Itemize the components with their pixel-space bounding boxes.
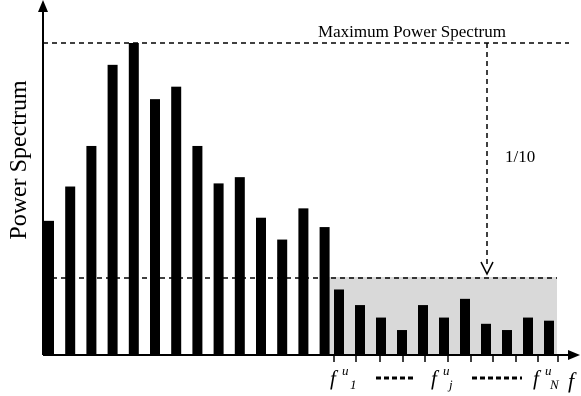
spectrum-bar-high-5 (418, 305, 428, 355)
freq-label-f1-sup: u (342, 363, 349, 378)
spectrum-bar-high-6 (439, 317, 449, 355)
high-frequency-bars (334, 289, 554, 355)
freq-label-fj: f u j (431, 363, 453, 392)
spectrum-bar-low-1 (44, 220, 54, 355)
spectrum-bar-low-6 (150, 99, 160, 355)
spectrum-bar-high-1 (334, 289, 344, 355)
freq-label-fN-sup: u (545, 363, 552, 378)
maximum-power-label: Maximum Power Spectrum (318, 22, 506, 41)
spectrum-bar-high-4 (397, 330, 407, 355)
spectrum-bar-high-11 (544, 320, 554, 355)
x-axis-arrow (568, 350, 580, 360)
spectrum-bar-low-10 (234, 177, 245, 355)
freq-label-fN-sub: N (549, 377, 560, 392)
spectrum-bar-high-7 (460, 298, 470, 355)
spectrum-bar-low-13 (298, 208, 309, 355)
freq-label-fj-sub: j (447, 377, 453, 392)
freq-label-fj-base: f (431, 366, 440, 390)
freq-label-f1-base: f (330, 366, 339, 390)
ratio-label: 1/10 (505, 147, 535, 166)
x-axis-ticks (333, 355, 559, 362)
spectrum-bar-low-11 (256, 217, 266, 355)
spectrum-bar-high-2 (355, 305, 365, 355)
freq-label-fN-base: f (533, 366, 542, 390)
spectrum-bar-low-2 (65, 186, 76, 355)
ratio-arrow-head (480, 261, 494, 276)
x-axis-letter: f (568, 368, 577, 393)
freq-label-fj-sup: u (443, 363, 450, 378)
spectrum-bar-high-9 (502, 330, 512, 355)
freq-label-fN: f u N (533, 363, 560, 392)
spectrum-bar-low-7 (171, 86, 182, 356)
spectrum-bar-low-8 (192, 145, 203, 355)
spectrum-bar-high-10 (523, 317, 533, 355)
spectrum-bar-low-12 (277, 239, 288, 355)
freq-label-f1: f u 1 (330, 363, 357, 392)
spectrum-bar-low-9 (213, 183, 224, 355)
spectrum-bar-low-5 (128, 43, 139, 355)
freq-label-f1-sub: 1 (350, 377, 357, 392)
spectrum-bar-low-3 (86, 145, 97, 355)
spectrum-bar-low-14 (319, 227, 330, 355)
spectrum-bar-low-4 (107, 64, 118, 355)
low-frequency-bars (44, 43, 330, 356)
spectrum-bar-high-3 (376, 317, 386, 355)
y-axis-arrow (38, 0, 48, 12)
spectrum-bar-high-8 (481, 323, 491, 355)
y-axis-label: Power Spectrum (6, 80, 32, 240)
